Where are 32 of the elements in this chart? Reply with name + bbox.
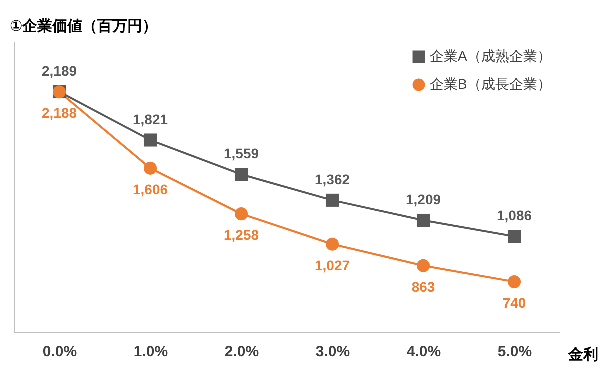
x-tick-label: 5.0% [498,344,532,360]
data-label: 863 [412,278,436,295]
point [326,194,340,207]
x-axis-title: 金利 [568,346,598,364]
x-tick-label: 4.0% [406,344,442,360]
point [234,208,248,221]
data-label: 740 [502,295,526,311]
x-tick-label: 1.0% [134,344,168,360]
point [144,162,158,175]
data-label: 2,189 [42,63,78,79]
data-label: 1,362 [314,171,350,188]
point [326,238,340,251]
point [416,259,430,272]
x-tick-label: 0.0% [42,344,78,360]
legend-label: 企業A（成熟企業） [430,48,552,64]
data-label: 1,559 [224,146,260,162]
chart-title: ①企業価値（百万円） [10,18,158,35]
point [508,275,522,289]
point [144,134,158,147]
data-label: 1,209 [406,192,442,208]
data-label: 1,086 [496,208,532,224]
data-label: 1,606 [132,181,168,198]
point [416,214,430,228]
x-tick-label: 2.0% [224,344,260,360]
point [234,168,248,182]
x-tick-label: 3.0% [316,344,350,360]
data-label: 1,258 [224,227,260,244]
legend-label: 企業B（成長企業） [430,76,552,92]
data-label: 2,188 [42,105,78,122]
data-label: 1,821 [132,111,168,128]
data-label: 1,027 [314,257,350,274]
point [508,230,522,244]
